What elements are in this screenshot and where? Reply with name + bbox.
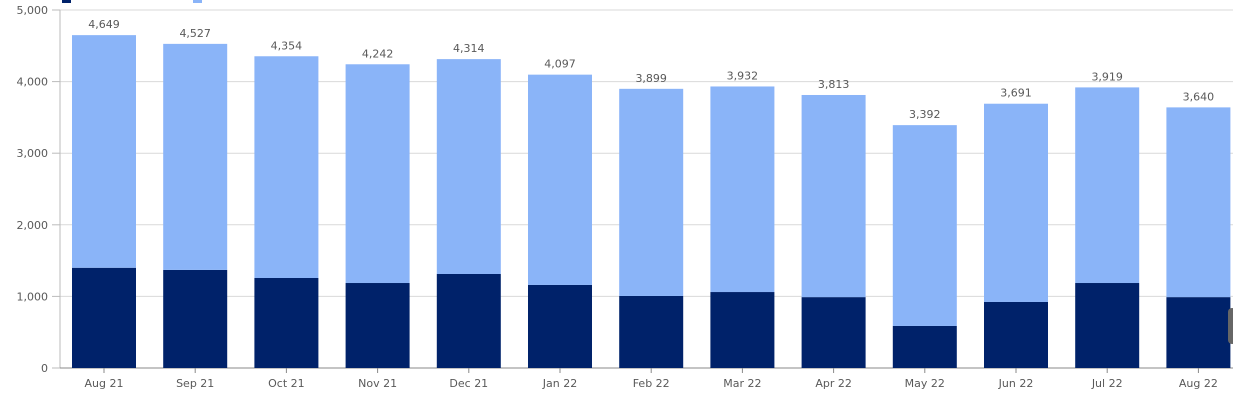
bar-segment-dark <box>984 301 1048 368</box>
bar-segment-dark <box>710 292 775 368</box>
x-tick-label: Oct 21 <box>268 377 305 390</box>
bar-segment-light <box>1166 107 1231 298</box>
scroll-handle <box>1228 308 1233 344</box>
total-data-label: 3,691 <box>1000 87 1032 100</box>
bar-segment-dark <box>163 269 228 368</box>
x-tick-label: Aug 22 <box>1179 377 1218 390</box>
y-tick-label: 3,000 <box>17 147 49 160</box>
bar-segment-light <box>345 64 410 284</box>
total-data-label: 3,932 <box>727 69 759 82</box>
bar-segment-light <box>801 94 866 298</box>
x-tick-label: Apr 22 <box>815 377 852 390</box>
x-tick-label: Jul 22 <box>1091 377 1123 390</box>
bar-segment-dark <box>619 295 684 368</box>
x-tick-label: Nov 21 <box>358 377 397 390</box>
total-data-label: 4,649 <box>88 18 120 31</box>
x-tick-label: Jan 22 <box>542 377 577 390</box>
y-tick-label: 1,000 <box>17 290 49 303</box>
total-data-label: 4,354 <box>271 39 303 52</box>
x-tick-label: Mar 22 <box>723 377 761 390</box>
bar-segment-light <box>254 56 319 278</box>
total-data-label: 3,899 <box>635 72 667 85</box>
bar-segment-dark <box>528 284 592 368</box>
x-tick-label: Dec 21 <box>449 377 488 390</box>
x-tick-label: Sep 21 <box>176 377 214 390</box>
bar-segment-dark <box>892 325 957 368</box>
total-data-label: 4,242 <box>362 47 394 60</box>
bar-segment-dark <box>72 267 136 368</box>
bar-segment-light <box>163 43 228 270</box>
bar-segment-dark <box>1075 283 1140 368</box>
x-tick-label: Aug 21 <box>85 377 124 390</box>
bar-segment-dark <box>801 297 866 368</box>
total-data-label: 3,919 <box>1091 70 1123 83</box>
total-data-label: 3,813 <box>818 78 850 91</box>
bar-segment-dark <box>345 283 410 368</box>
bar-segment-light <box>528 74 592 285</box>
x-tick-label: Jun 22 <box>998 377 1034 390</box>
bar-segment-light <box>710 86 775 293</box>
bar-segment-dark <box>436 273 501 368</box>
total-data-label: 3,392 <box>909 108 941 121</box>
y-tick-label: 2,000 <box>17 219 49 232</box>
x-tick-label: Feb 22 <box>633 377 670 390</box>
bar-segment-dark <box>254 277 319 368</box>
bar-segment-light <box>619 88 684 296</box>
bar-segment-light <box>436 59 501 274</box>
y-tick-label: 5,000 <box>17 4 49 17</box>
y-tick-label: 0 <box>41 362 48 375</box>
bar-segment-dark <box>1166 297 1231 368</box>
total-data-label: 4,527 <box>179 27 211 40</box>
total-data-label: 4,314 <box>453 42 485 55</box>
total-data-label: 3,640 <box>1183 90 1215 103</box>
legend-swatch <box>193 0 202 3</box>
legend-swatch <box>62 0 71 3</box>
bar-segment-light <box>1075 87 1140 284</box>
y-tick-label: 4,000 <box>17 76 49 89</box>
bar-segment-light <box>892 125 957 326</box>
x-tick-label: May 22 <box>905 377 945 390</box>
bar-segment-light <box>984 103 1048 302</box>
bar-segment-light <box>72 35 136 268</box>
total-data-label: 4,097 <box>544 58 576 71</box>
